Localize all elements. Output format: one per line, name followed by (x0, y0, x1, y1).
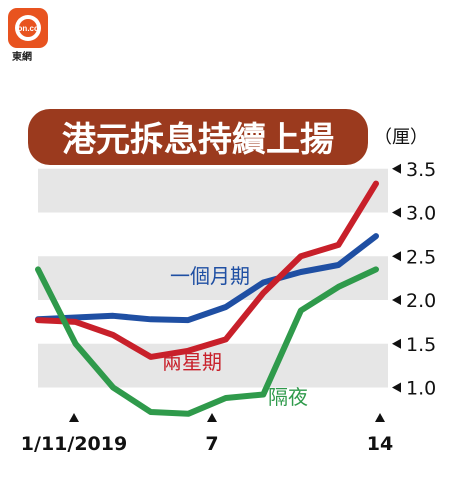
x-tick-marker (207, 413, 217, 422)
chart-title: 港元拆息持續上揚 (62, 120, 334, 160)
x-tick-marker (375, 413, 385, 422)
series-line-0 (35, 233, 379, 324)
y-tick-marker (392, 251, 401, 262)
x-axis: 1/11/2019 7 14 (21, 413, 393, 455)
x-tick-label: 7 (205, 433, 218, 455)
y-tick-marker (392, 295, 401, 305)
y-tick-label: 1.0 (406, 378, 436, 400)
oncc-logo-icon: on.cc (8, 8, 48, 48)
oncc-logo: on.cc (6, 6, 50, 66)
y-tick-label: 3.0 (406, 203, 436, 225)
y-tick-label: 1.5 (406, 334, 436, 356)
series-layer (35, 180, 379, 417)
x-tick-label: 1/11/2019 (21, 433, 127, 455)
title-box: 港元拆息持續上揚 (28, 109, 368, 165)
x-tick-marker (69, 413, 79, 422)
y-unit-label: （厘） (374, 127, 428, 148)
y-tick-marker (392, 338, 401, 349)
y-tick-marker (392, 207, 401, 218)
y-tick-label: 2.0 (406, 290, 436, 312)
series-label-2: 隔夜 (268, 385, 308, 409)
y-tick-label: 3.5 (406, 159, 436, 181)
series-label-0: 一個月期 (170, 264, 250, 288)
y-tick-marker (392, 382, 401, 393)
grid-band-0 (38, 168, 388, 213)
logo-tag: 東網 (12, 52, 32, 63)
y-axis: 3.5 3.0 2.5 2.0 1.5 1.0 (392, 159, 436, 400)
x-tick-label: 14 (367, 433, 393, 455)
logo-text: on.cc (18, 24, 39, 33)
series-label-1: 兩星期 (162, 350, 222, 374)
y-tick-label: 2.5 (406, 246, 436, 268)
series-line-2 (35, 266, 379, 417)
chart-frame: 3.5 3.0 2.5 2.0 1.5 1.0 1/11/2019 7 14 一個月期兩星期隔… (20, 95, 460, 490)
rate-chart: 3.5 3.0 2.5 2.0 1.5 1.0 1/11/2019 7 14 一個月期兩星期隔… (21, 109, 436, 455)
series-line-1 (35, 180, 379, 360)
y-tick-marker (392, 163, 401, 174)
